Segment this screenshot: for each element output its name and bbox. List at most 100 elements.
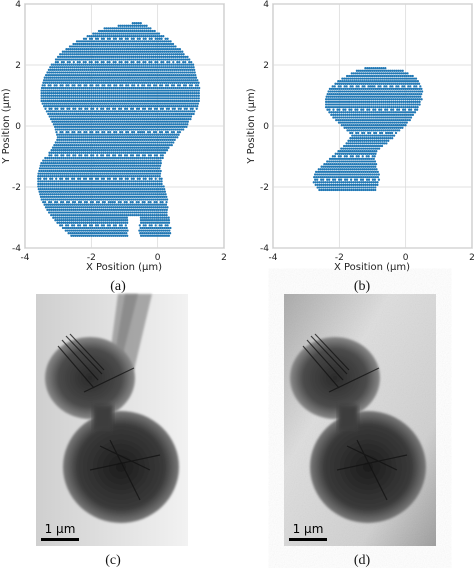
data-point [88,55,92,59]
data-point [139,219,143,222]
data-point [74,89,77,92]
data-point [70,71,73,74]
data-point [124,185,127,188]
data-point [107,76,110,79]
data-point [81,125,85,129]
data-point [127,92,131,95]
data-point [91,232,94,235]
data-point [156,55,159,59]
data-point [42,89,45,92]
data-point [183,71,186,74]
data-point [126,89,129,92]
data-point [47,182,50,186]
data-point [135,117,138,121]
data-point [124,94,127,97]
data-point [76,60,79,64]
data-point [128,105,131,108]
data-point [146,66,149,69]
data-point [119,200,122,204]
data-point [106,92,109,95]
data-point [161,40,164,43]
data-point [141,211,144,214]
data-point [52,156,55,160]
data-point [69,195,72,199]
data-point [43,76,46,79]
data-point [113,107,117,110]
data-point [150,198,153,201]
data-point [87,81,91,84]
data-point [160,84,164,87]
data-point [83,68,86,72]
data-point [106,107,109,110]
data-point [137,156,140,160]
data-point [115,102,118,105]
data-point [103,130,106,134]
data-point [119,24,122,27]
data-point [58,167,62,170]
data-point [96,89,99,92]
data-point [53,200,57,204]
data-point [46,92,49,95]
data-point [62,162,65,165]
data-point [107,213,111,217]
data-point [134,86,137,90]
data-point [93,120,96,123]
data-point [101,232,104,235]
data-point [101,154,105,157]
data-point [72,167,75,170]
data-point [103,200,106,204]
data-point [173,133,176,136]
data-point [192,86,195,90]
data-point [158,128,161,131]
data-point [132,63,135,66]
data-point [96,229,99,232]
data-point [55,177,58,180]
data-point [144,203,148,206]
data-point [82,185,86,188]
data-point [82,53,86,56]
data-point [175,117,178,121]
data-point [166,53,169,56]
data-point [140,55,143,59]
data-point [55,195,59,199]
data-point [76,224,80,227]
data-point [71,195,74,199]
data-point [86,175,90,178]
data-point [68,162,71,165]
data-point [189,63,193,66]
data-point [147,94,151,97]
data-point [86,208,89,212]
data-point [114,60,117,64]
data-point [53,211,57,214]
data-point [143,219,147,222]
data-point [117,213,121,217]
data-point [119,162,123,165]
data-point [113,29,117,33]
data-point [78,53,82,56]
data-point [167,50,170,53]
data-point [108,219,111,222]
data-point [116,63,119,66]
data-point [108,107,111,110]
data-point [360,188,363,192]
data-point [87,68,90,72]
data-point [160,182,163,186]
data-point [104,99,107,103]
data-point [63,110,66,113]
data-point [59,112,62,116]
data-point [134,58,137,61]
data-point [155,71,159,74]
data-point [151,89,155,92]
data-point [40,190,43,193]
data-point [176,123,179,126]
data-point [147,234,151,237]
data-point [68,73,72,77]
data-point [146,105,149,108]
data-point [111,120,114,123]
data-point [92,42,95,46]
data-point [82,149,85,152]
data-point [101,81,105,84]
data-point [56,123,60,126]
data-point [56,221,59,224]
data-point [39,185,42,188]
